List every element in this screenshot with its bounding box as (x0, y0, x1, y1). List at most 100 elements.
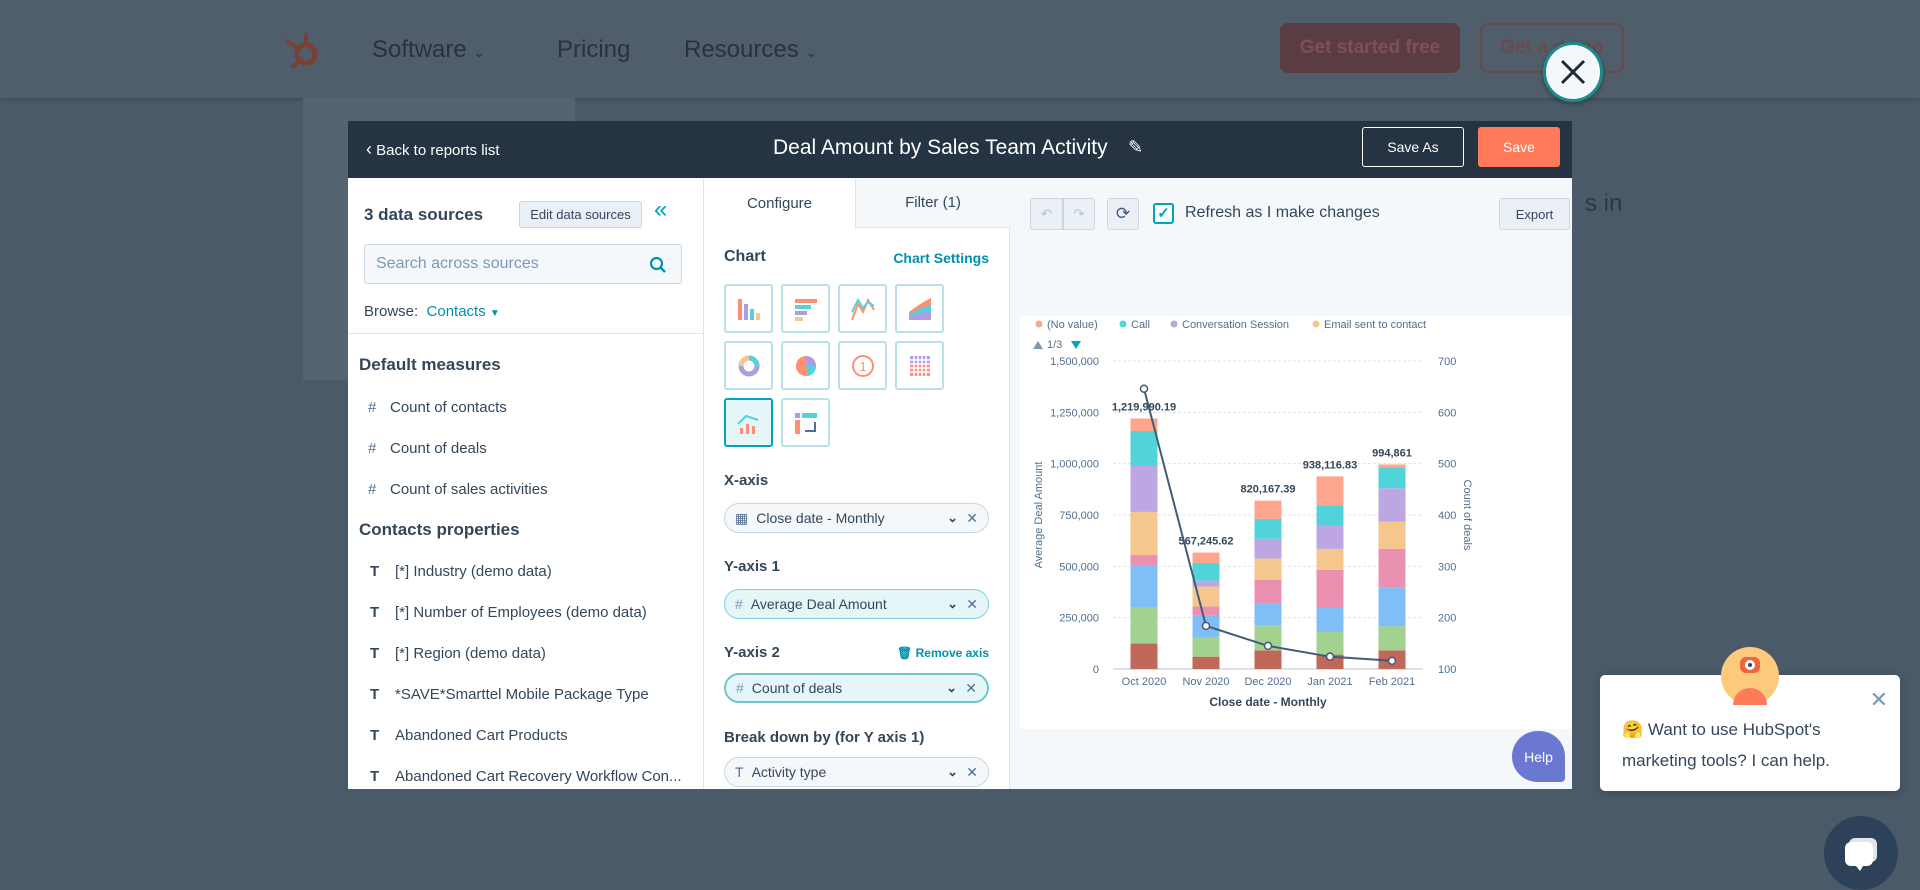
remove-icon[interactable]: ✕ (965, 679, 977, 696)
y2-axis-title: Count of deals (1461, 480, 1473, 551)
divider (348, 333, 704, 334)
y-tick-label: 1,250,000 (1050, 407, 1099, 419)
pencil-icon[interactable]: ✎ (1128, 137, 1144, 157)
redo-button[interactable]: ↷ (1063, 198, 1095, 230)
bar-segment (1378, 548, 1406, 588)
breakdown-select[interactable]: T Activity type ⌄ ✕ (724, 757, 989, 787)
text-type-icon: T (370, 645, 380, 662)
legend-item: Call (1131, 319, 1150, 331)
remove-icon[interactable]: ✕ (966, 595, 978, 612)
y-axis-2-select[interactable]: # Count of deals ⌄ ✕ (724, 673, 989, 703)
horizontal-bar-chart-icon[interactable] (781, 284, 830, 333)
close-modal-button[interactable] (1543, 42, 1603, 102)
default-measures-heading: Default measures (359, 355, 501, 374)
y-axis-1-label: Y-axis 1 (724, 558, 780, 575)
chevron-down-icon: ⌄ (946, 680, 957, 695)
bar-segment (1130, 643, 1158, 669)
refresh-checkbox[interactable]: ✓ (1153, 203, 1174, 224)
contacts-properties-heading: Contacts properties (359, 520, 520, 539)
nav-pricing[interactable]: Pricing (557, 36, 631, 63)
bar-segment (1378, 464, 1406, 468)
tab-filter[interactable]: Filter (1) (855, 178, 1010, 228)
kpi-chart-icon[interactable]: 1 (838, 341, 887, 390)
get-started-button[interactable]: Get started free (1280, 23, 1460, 73)
y-axis-1-select[interactable]: # Average Deal Amount ⌄ ✕ (724, 589, 989, 619)
donut-chart-icon[interactable] (724, 341, 773, 390)
x-axis-select[interactable]: ▦ Close date - Monthly ⌄ ✕ (724, 503, 989, 533)
bar-segment (1130, 511, 1158, 556)
table-chart-icon[interactable] (895, 341, 944, 390)
legend-prev-icon (1033, 341, 1043, 349)
save-as-button[interactable]: Save As (1362, 127, 1464, 167)
number-icon: # (368, 481, 377, 498)
bar-segment (1316, 654, 1344, 669)
undo-button[interactable]: ↶ (1030, 198, 1063, 230)
line-point (1139, 384, 1149, 393)
list-item[interactable]: T Abandoned Cart Products (370, 727, 568, 744)
browse-select[interactable]: Browse: Contacts ▼ (364, 303, 500, 320)
edit-data-sources-button[interactable]: Edit data sources (519, 201, 642, 228)
bar-segment (1192, 580, 1220, 587)
save-button[interactable]: Save (1478, 127, 1560, 167)
data-sources-panel: 3 data sources Edit data sources « Searc… (348, 178, 704, 789)
text-type-icon: T (370, 686, 380, 703)
close-chat-popup-icon[interactable]: ✕ (1869, 687, 1888, 712)
list-item[interactable]: T [*] Region (demo data) (370, 645, 546, 662)
number-icon: # (368, 399, 377, 416)
chevron-down-icon: ⌄ (947, 764, 958, 779)
remove-axis-link[interactable]: 🗑 Remove axis (897, 646, 989, 660)
chart-heading: Chart (724, 248, 766, 265)
calendar-icon: ▦ (735, 509, 749, 526)
legend-marker (1170, 320, 1178, 328)
bar-segment (1192, 636, 1220, 657)
bar-segment (1130, 418, 1158, 432)
hubspot-logo-icon[interactable] (282, 28, 324, 72)
list-item[interactable]: T Abandoned Cart Recovery Workflow Con... (370, 768, 682, 785)
list-item[interactable]: T [*] Number of Employees (demo data) (370, 604, 647, 621)
bar-segment (1254, 650, 1282, 669)
x-tick-label: Nov 2020 (1182, 676, 1229, 688)
list-item[interactable]: # Count of sales activities (368, 481, 548, 498)
data-sources-count: 3 data sources (364, 205, 484, 224)
y-tick-label: 500,000 (1059, 561, 1099, 573)
export-button[interactable]: Export (1499, 198, 1570, 230)
x-axis-label: X-axis (724, 472, 769, 489)
combo-chart-icon[interactable] (724, 398, 773, 447)
text-type-icon: T (735, 764, 744, 780)
legend-item: Conversation Session (1182, 319, 1289, 331)
y-tick-label: 750,000 (1059, 510, 1099, 522)
nav-resources[interactable]: Resources ⌄ (684, 36, 818, 63)
bar-segment (1378, 467, 1406, 489)
chat-launcher-button[interactable] (1824, 816, 1898, 890)
text-type-icon: T (370, 563, 380, 580)
list-item[interactable]: T [*] Industry (demo data) (370, 563, 552, 580)
pivot-chart-icon[interactable] (781, 398, 830, 447)
area-chart-icon[interactable] (895, 284, 944, 333)
vertical-bar-chart-icon[interactable] (724, 284, 773, 333)
bar-segment (1378, 587, 1406, 627)
collapse-icon[interactable]: « (654, 196, 668, 223)
list-item[interactable]: T *SAVE*Smarttel Mobile Package Type (370, 686, 649, 703)
bar-total-label: 1,219,990.19 (1112, 401, 1176, 413)
back-link[interactable]: ‹ Back to reports list (366, 139, 500, 159)
search-input[interactable]: Search across sources (364, 244, 682, 284)
legend-page: 1/3 (1047, 339, 1062, 351)
text-type-icon: T (370, 604, 380, 621)
list-item[interactable]: # Count of contacts (368, 399, 507, 416)
chart-settings-link[interactable]: Chart Settings (893, 250, 989, 266)
chat-popup: ✕ 🤗 Want to use HubSpot's marketing tool… (1600, 647, 1900, 791)
remove-icon[interactable]: ✕ (966, 763, 978, 780)
legend-item: Email sent to contact (1324, 319, 1426, 331)
nav-software[interactable]: Software ⌄ (372, 36, 486, 63)
help-button[interactable]: Help (1512, 731, 1565, 782)
refresh-button[interactable]: ⟳ (1107, 198, 1139, 230)
line-point (1263, 641, 1273, 651)
bar-segment (1192, 552, 1220, 564)
remove-icon[interactable]: ✕ (966, 509, 978, 526)
line-chart-icon[interactable] (838, 284, 887, 333)
tab-configure[interactable]: Configure (704, 178, 855, 228)
list-item[interactable]: # Count of deals (368, 440, 487, 457)
pie-chart-icon[interactable] (781, 341, 830, 390)
modal-header: ‹ Back to reports list Deal Amount by Sa… (348, 121, 1572, 178)
bar-segment (1130, 565, 1158, 607)
